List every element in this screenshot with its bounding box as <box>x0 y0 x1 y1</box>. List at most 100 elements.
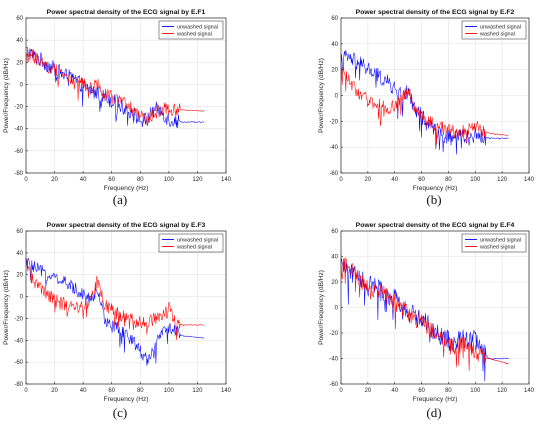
legend-box <box>461 233 527 253</box>
plot-area <box>26 231 226 384</box>
x-tick-label: 140 <box>221 388 232 394</box>
y-tick-label: -40 <box>14 338 23 344</box>
series-line-unwashed <box>340 49 509 155</box>
chart-title: Power spectral density of the ECG signal… <box>356 222 515 229</box>
y-tick-label: -20 <box>14 316 23 322</box>
x-tick-label: 120 <box>192 177 203 183</box>
legend-box <box>461 20 527 40</box>
chart-panel-b: 0 20 40 60 80 100 120 140 -60 -40 -20 0 20 40 60 Power … <box>318 9 535 192</box>
series-line-unwashed <box>25 46 205 128</box>
x-tick-label: 100 <box>164 388 175 394</box>
x-tick-label: 0 <box>24 177 28 183</box>
x-axis-label: Frequency (Hz) <box>413 185 458 192</box>
x-tick-label: 40 <box>80 177 87 183</box>
x-tick-label: 80 <box>137 388 144 394</box>
y-tick-label: 20 <box>16 60 23 66</box>
x-tick-label: 140 <box>524 388 535 394</box>
x-tick-label: 60 <box>108 177 115 183</box>
y-tick-label: 20 <box>16 273 23 279</box>
series-line-washed <box>25 48 205 127</box>
y-tick-label: -20 <box>14 105 23 111</box>
x-tick-label: 120 <box>497 388 508 394</box>
y-axis-label: Power/Frequency (dB/Hz) <box>318 270 325 345</box>
x-tick-label: 0 <box>24 388 28 394</box>
y-tick-label: 20 <box>331 68 338 74</box>
legend-box <box>158 233 224 253</box>
chart-title: Power spectral density of the ECG signal… <box>356 9 515 16</box>
x-tick-label: 0 <box>339 177 343 183</box>
x-tick-label: 20 <box>365 388 372 394</box>
y-tick-label: 0 <box>20 295 24 301</box>
legend-label: unwashed signal <box>177 238 218 244</box>
y-tick-label: -40 <box>329 357 338 363</box>
y-axis-label: Power/Frequency (dB/Hz) <box>3 58 10 133</box>
legend-label: washed signal <box>479 32 515 38</box>
x-tick-label: 100 <box>470 388 481 394</box>
y-axis-label: Power/Frequency (dB/Hz) <box>3 270 10 345</box>
legend-box <box>158 20 224 40</box>
panel-caption-c: (c) <box>112 405 128 420</box>
y-tick-label: -40 <box>14 127 23 133</box>
x-tick-label: 60 <box>108 388 115 394</box>
series-line-washed <box>25 257 205 341</box>
panel-caption-b: (b) <box>426 192 442 207</box>
legend-label: unwashed signal <box>480 25 521 31</box>
x-tick-label: 80 <box>445 388 452 394</box>
panel-caption-a: (a) <box>112 192 128 207</box>
panel-caption-d: (d) <box>426 405 442 420</box>
series-line-washed <box>340 63 509 146</box>
y-tick-label: -60 <box>329 171 338 177</box>
y-tick-label: 60 <box>16 229 23 235</box>
x-axis-label: Frequency (Hz) <box>413 396 458 403</box>
y-tick-label: -60 <box>14 360 23 366</box>
x-tick-label: 60 <box>418 177 425 183</box>
y-tick-label: 0 <box>20 82 24 88</box>
chart-panel-c: 0 20 40 60 80 100 120 140 -80 -60 -40 -20 0 20 40 60 Pow… <box>3 222 232 403</box>
y-tick-label: 40 <box>16 251 23 257</box>
x-tick-label: 0 <box>339 388 343 394</box>
x-tick-label: 120 <box>192 388 203 394</box>
x-tick-label: 20 <box>51 388 58 394</box>
x-tick-label: 40 <box>391 177 398 183</box>
x-tick-label: 80 <box>137 177 144 183</box>
chart-panel-a: 0 20 40 60 80 100 120 140 -80 -60 -40 -20 0 20 40 60 Pow… <box>3 9 232 192</box>
x-axis-label: Frequency (Hz) <box>104 185 149 192</box>
x-tick-label: 100 <box>470 177 481 183</box>
x-tick-label: 40 <box>80 388 87 394</box>
x-tick-label: 140 <box>524 177 535 183</box>
y-tick-label: 60 <box>331 229 338 235</box>
legend-label: unwashed signal <box>177 25 218 31</box>
y-tick-label: 40 <box>16 38 23 44</box>
legend-label: washed signal <box>176 32 212 38</box>
x-tick-label: 140 <box>221 177 232 183</box>
x-axis-label: Frequency (Hz) <box>104 396 149 403</box>
y-tick-label: -80 <box>14 382 23 388</box>
series-line-washed <box>340 257 509 371</box>
x-tick-label: 60 <box>418 388 425 394</box>
y-tick-label: 60 <box>331 16 338 22</box>
y-tick-label: -60 <box>329 382 338 388</box>
chart-title: Power spectral density of the ECG signal… <box>47 9 206 16</box>
x-tick-label: 20 <box>51 177 58 183</box>
x-tick-label: 40 <box>391 388 398 394</box>
x-tick-label: 20 <box>365 177 372 183</box>
chart-title: Power spectral density of the ECG signal… <box>47 222 206 229</box>
x-tick-label: 100 <box>164 177 175 183</box>
y-tick-label: -60 <box>14 149 23 155</box>
y-tick-label: 0 <box>335 306 339 312</box>
axes-box <box>25 230 227 385</box>
y-tick-label: -40 <box>329 145 338 151</box>
chart-panel-d: 0 20 40 60 80 100 120 140 -60 -40 -20 0 20 40 60 Power … <box>318 222 535 403</box>
y-axis-label: Power/Frequency (dB/Hz) <box>318 58 325 133</box>
y-tick-label: -80 <box>14 171 23 177</box>
legend-label: unwashed signal <box>480 238 521 244</box>
y-tick-label: 60 <box>16 16 23 22</box>
legend-label: washed signal <box>176 245 212 251</box>
plot-area <box>26 18 226 173</box>
y-tick-label: 20 <box>331 280 338 286</box>
y-tick-label: 0 <box>335 94 339 100</box>
legend-label: washed signal <box>479 245 515 251</box>
y-tick-label: 40 <box>331 42 338 48</box>
